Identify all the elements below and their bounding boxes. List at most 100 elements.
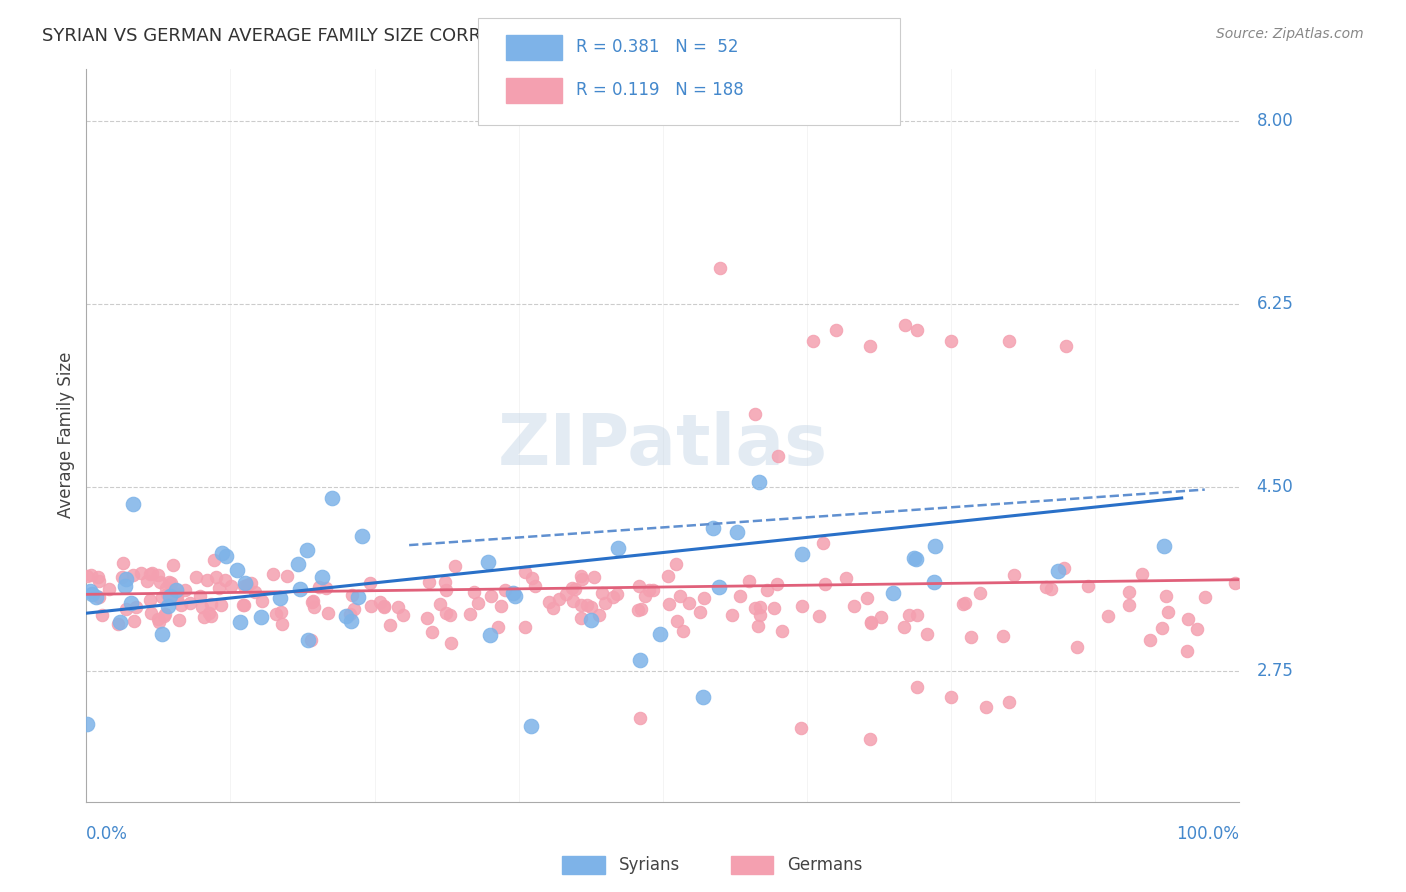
Point (179, 596, 201, 610)
Point (1035, 580, 1057, 594)
Point (1053, 560, 1076, 574)
Point (162, 558, 184, 573)
Point (269, 591, 291, 606)
Point (747, 619, 769, 633)
Point (82, 587, 104, 601)
Point (894, 318, 917, 333)
Point (905, 323, 928, 337)
Point (519, 719, 541, 733)
Point (579, 599, 602, 614)
Point (479, 589, 502, 603)
Point (834, 571, 856, 585)
Point (250, 594, 273, 608)
Point (588, 608, 610, 623)
Point (1118, 598, 1140, 612)
Point (174, 583, 197, 598)
Point (520, 571, 543, 585)
Point (922, 574, 945, 589)
Point (141, 566, 163, 581)
Point (359, 576, 381, 591)
Point (129, 566, 152, 580)
Point (347, 590, 370, 604)
Point (1177, 612, 1199, 626)
Point (657, 569, 679, 583)
Point (665, 558, 688, 572)
Point (150, 590, 173, 604)
Point (352, 529, 374, 543)
Point (693, 591, 716, 605)
Text: 6.25: 6.25 (1257, 295, 1294, 313)
Point (301, 594, 323, 608)
Text: ZIPatlas: ZIPatlas (498, 411, 828, 480)
Point (297, 633, 319, 648)
Point (537, 595, 560, 609)
Point (150, 627, 173, 641)
Point (195, 573, 218, 587)
Point (153, 607, 176, 621)
Point (418, 575, 440, 590)
Point (340, 614, 363, 628)
Point (1139, 632, 1161, 647)
Point (434, 606, 457, 620)
Text: Source: ZipAtlas.com: Source: ZipAtlas.com (1216, 27, 1364, 41)
Point (801, 334, 824, 348)
Point (148, 615, 170, 630)
Point (991, 629, 1014, 643)
Point (387, 600, 409, 615)
Point (513, 620, 536, 634)
Point (634, 590, 657, 604)
Point (790, 599, 813, 613)
Point (905, 680, 928, 694)
Point (672, 624, 695, 638)
Point (669, 590, 692, 604)
Point (276, 568, 298, 582)
Point (593, 596, 616, 610)
Point (628, 579, 651, 593)
Point (860, 615, 883, 630)
Point (287, 557, 309, 571)
Point (898, 608, 921, 623)
Point (87, 574, 110, 589)
Point (547, 592, 569, 607)
Point (628, 711, 651, 725)
Point (463, 585, 485, 599)
Point (641, 582, 664, 597)
Point (721, 608, 744, 623)
Point (1185, 622, 1208, 636)
Point (628, 652, 651, 666)
Text: Germans: Germans (787, 856, 863, 874)
Point (114, 578, 136, 592)
Point (1175, 644, 1198, 658)
Point (235, 575, 257, 590)
Y-axis label: Average Family Size: Average Family Size (58, 352, 75, 518)
Point (725, 524, 748, 539)
Point (89, 590, 111, 604)
Point (571, 572, 593, 586)
Point (1152, 621, 1174, 635)
Point (434, 575, 457, 590)
Point (856, 591, 879, 605)
Point (211, 546, 233, 560)
Point (157, 599, 180, 614)
Point (79, 583, 101, 598)
Point (434, 583, 457, 598)
Point (229, 615, 252, 629)
Point (903, 550, 925, 565)
Point (295, 543, 318, 558)
Point (939, 690, 962, 704)
Point (1047, 565, 1070, 579)
Point (270, 616, 292, 631)
Point (166, 587, 188, 601)
Point (420, 625, 443, 640)
Point (162, 588, 184, 602)
Point (562, 593, 585, 607)
Point (915, 627, 938, 641)
Point (502, 586, 524, 600)
Point (905, 551, 928, 566)
Point (627, 603, 650, 617)
Point (157, 574, 180, 589)
Point (997, 334, 1019, 348)
Point (1153, 539, 1175, 553)
Point (1157, 605, 1180, 619)
Point (707, 580, 730, 594)
